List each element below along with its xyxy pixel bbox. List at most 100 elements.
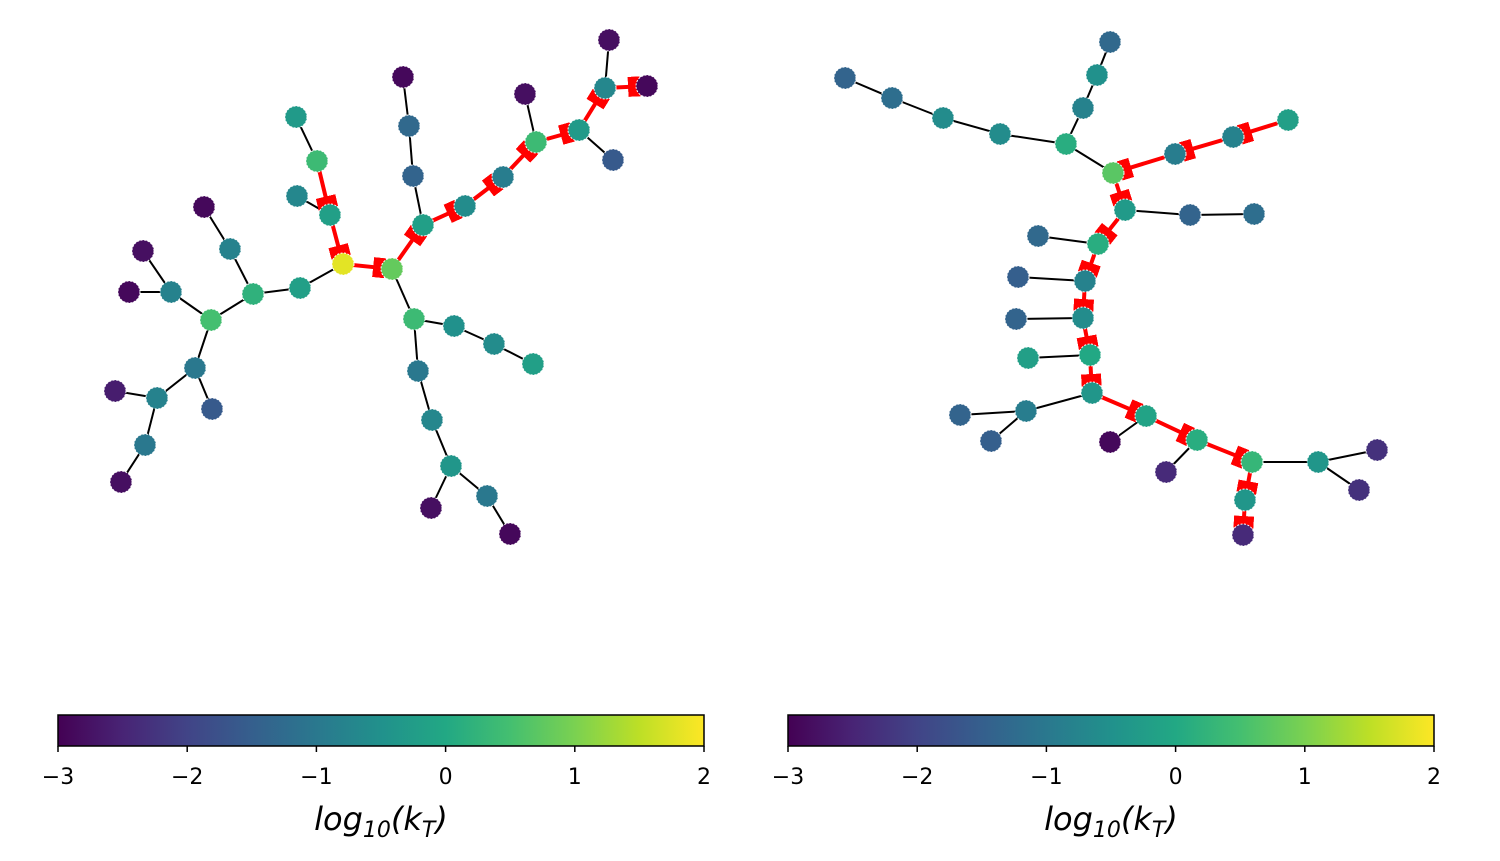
node: [1163, 142, 1187, 166]
node: [411, 213, 435, 237]
node: [1054, 132, 1078, 156]
node: [117, 280, 141, 304]
label-part: 10: [363, 818, 391, 843]
label-part: (k: [391, 800, 423, 838]
node: [192, 195, 216, 219]
node: [567, 118, 591, 142]
colorbar-tick-label: −1: [1030, 765, 1062, 790]
node: [1231, 523, 1255, 547]
node: [833, 66, 857, 90]
node: [401, 164, 425, 188]
node: [109, 470, 133, 494]
node: [318, 203, 342, 227]
node: [103, 379, 127, 403]
node: [521, 352, 545, 376]
node: [1113, 198, 1137, 222]
label-part: log: [314, 800, 363, 838]
node: [513, 82, 537, 106]
colorbar-tick-label: 1: [1298, 765, 1312, 790]
node: [482, 332, 506, 356]
node: [931, 106, 955, 130]
colorbar: [787, 714, 1435, 747]
node: [1006, 265, 1030, 289]
node: [200, 397, 224, 421]
node: [218, 237, 242, 261]
node: [524, 130, 548, 154]
node: [1078, 343, 1102, 367]
colorbar-tick-label: 1: [568, 765, 582, 790]
node: [1154, 460, 1178, 484]
node: [453, 194, 477, 218]
colorbar-tick-label: 2: [1427, 765, 1441, 790]
node: [1071, 306, 1095, 330]
colorbar-tick-label: −1: [300, 765, 332, 790]
node: [1080, 381, 1104, 405]
node: [1347, 478, 1371, 502]
label-part: T: [1152, 818, 1167, 843]
node: [1233, 488, 1257, 512]
node: [1098, 30, 1122, 54]
node: [406, 359, 430, 383]
node: [284, 105, 308, 129]
network: [833, 30, 1389, 547]
node: [1101, 161, 1125, 185]
node: [133, 433, 157, 457]
node: [1221, 125, 1245, 149]
node: [402, 307, 426, 331]
node: [1071, 96, 1095, 120]
node: [1185, 428, 1209, 452]
node: [397, 114, 421, 138]
node: [305, 149, 329, 173]
node: [1276, 108, 1300, 132]
node: [1073, 269, 1097, 293]
node: [420, 408, 444, 432]
node: [288, 276, 312, 300]
colorbar-tick-label: 0: [1169, 765, 1183, 790]
node: [241, 282, 265, 306]
node: [1004, 307, 1028, 331]
node: [601, 148, 625, 172]
network: [103, 28, 659, 546]
node: [1365, 438, 1389, 462]
edge: [1025, 392, 1093, 412]
node: [498, 522, 522, 546]
colorbar-label: log10(kT): [1044, 800, 1178, 843]
node: [1240, 450, 1264, 474]
node: [1085, 63, 1109, 87]
colorbar-tick-label: −3: [772, 765, 804, 790]
node: [391, 65, 415, 89]
node: [1242, 202, 1266, 226]
node: [331, 252, 355, 276]
node: [597, 28, 621, 52]
node: [199, 308, 223, 332]
node: [1014, 399, 1038, 423]
node: [491, 165, 515, 189]
node: [159, 280, 183, 304]
node: [1086, 232, 1110, 256]
colorbar-tick-label: −2: [171, 765, 203, 790]
node: [635, 74, 659, 98]
node: [145, 386, 169, 410]
node: [880, 86, 904, 110]
colorbar-label: log10(kT): [314, 800, 448, 843]
node: [979, 429, 1003, 453]
node: [1098, 430, 1122, 454]
node: [131, 239, 155, 263]
node: [1178, 203, 1202, 227]
node: [442, 314, 466, 338]
colorbar-tick-label: 0: [439, 765, 453, 790]
node: [439, 454, 463, 478]
colorbar-tick-label: −3: [42, 765, 74, 790]
label-part: T: [422, 818, 437, 843]
node: [1026, 224, 1050, 248]
colorbar-tick-label: 2: [697, 765, 711, 790]
label-part: 10: [1093, 818, 1121, 843]
node: [380, 257, 404, 281]
node: [475, 484, 499, 508]
node: [285, 184, 309, 208]
label-part: (k: [1121, 800, 1153, 838]
label-part: ): [1163, 800, 1177, 838]
colorbar-tick-label: −2: [901, 765, 933, 790]
colorbar: [57, 714, 705, 747]
